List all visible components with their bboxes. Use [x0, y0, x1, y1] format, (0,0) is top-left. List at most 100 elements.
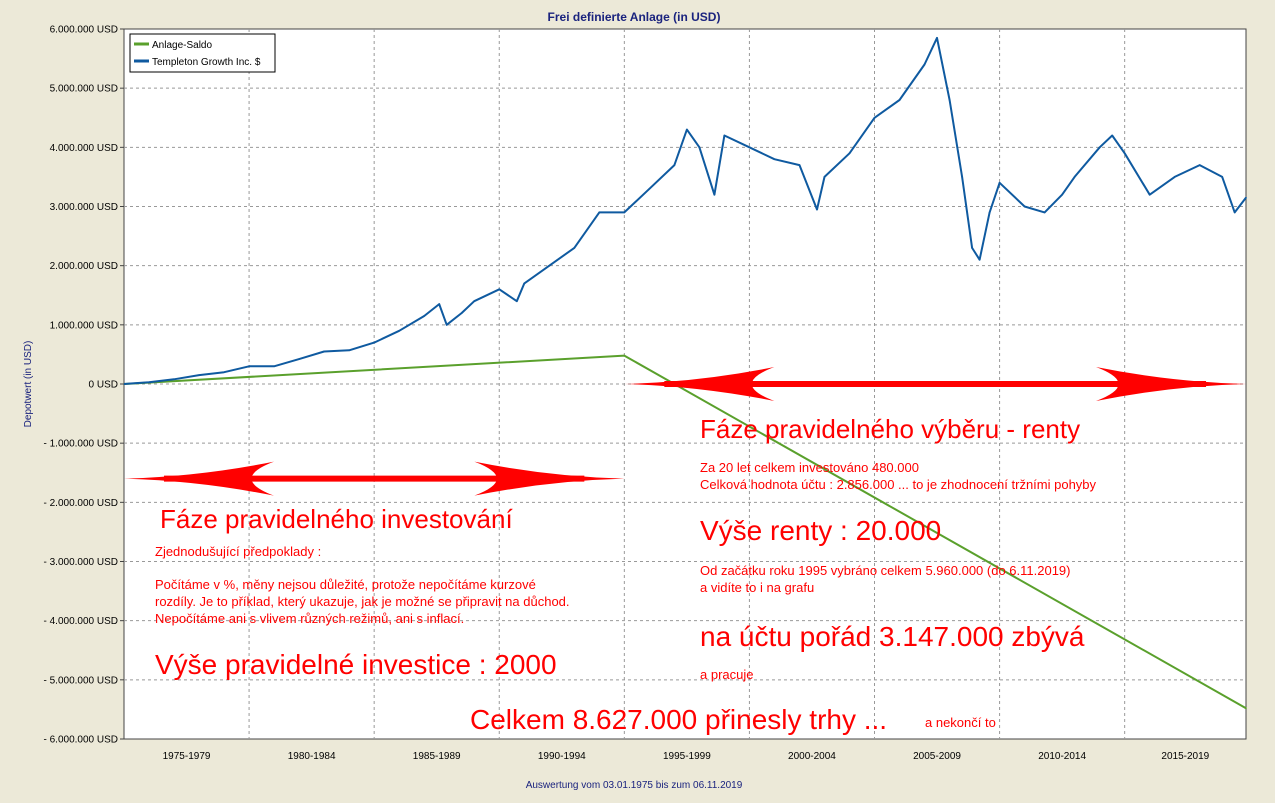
point-templeton	[873, 116, 876, 119]
point-templeton	[936, 37, 938, 39]
y-tick-label: 4.000.000 USD	[50, 143, 118, 154]
withdrawn-line-2: a vidíte to i na grafu	[700, 580, 815, 595]
point-templeton	[961, 176, 963, 178]
point-templeton	[798, 164, 801, 166]
y-tick-label: - 2.000.000 USD	[44, 498, 119, 509]
point-templeton	[1073, 176, 1076, 178]
x-tick-label: 2010-2014	[1038, 751, 1086, 762]
y-axis-label: Depotwert (in USD)	[23, 341, 34, 428]
invest-line-3: Nepočítáme ani s vlivem různých režimů, …	[155, 611, 465, 626]
invest-phase-heading: Fáze pravidelného investování	[160, 504, 513, 534]
point-templeton	[148, 381, 150, 384]
legend: Anlage-Saldo Templeton Growth Inc. $	[129, 33, 276, 73]
total-gain-suffix: a nekončí to	[925, 715, 996, 730]
x-tick-label: 2015-2019	[1161, 751, 1209, 762]
point-templeton	[523, 282, 526, 285]
x-tick-label: 2000-2004	[788, 751, 836, 762]
footer-text: Auswertung vom 03.01.1975 bis zum 06.11.…	[526, 780, 743, 791]
point-templeton	[423, 315, 426, 317]
works-note: a pracuje	[700, 667, 754, 682]
point-templeton	[573, 247, 576, 249]
point-templeton	[1148, 193, 1151, 196]
point-templeton	[923, 63, 926, 66]
x-tick-label: 1980-1984	[288, 751, 336, 762]
point-templeton	[1245, 196, 1247, 199]
point-templeton	[1098, 146, 1101, 149]
total-gain: Celkem 8.627.000 přinesly trhy ...	[470, 704, 888, 735]
invest-line-1: Počítáme v %, měny nejsou důležité, prot…	[155, 577, 536, 592]
x-tick-label: 1995-1999	[663, 751, 711, 762]
point-anlage-saldo	[1245, 707, 1247, 710]
point-templeton	[1233, 211, 1236, 214]
y-tick-label: - 4.000.000 USD	[44, 616, 119, 627]
withdraw-line-2: Celková hodnota účtu : 2.856.000 ... to …	[700, 477, 1097, 492]
point-templeton	[773, 158, 776, 160]
point-templeton	[498, 288, 501, 291]
point-templeton	[323, 350, 325, 353]
point-templeton	[971, 247, 973, 249]
point-templeton	[686, 128, 688, 131]
point-templeton	[273, 365, 275, 368]
legend-label-templeton: Templeton Growth Inc. $	[152, 57, 261, 68]
withdrawn-line-1: Od začátku roku 1995 vybráno celkem 5.96…	[700, 563, 1071, 578]
point-templeton	[438, 303, 441, 305]
point-templeton	[823, 176, 826, 178]
point-templeton	[978, 258, 981, 261]
point-templeton	[988, 211, 991, 214]
point-templeton	[723, 134, 726, 137]
point-templeton	[223, 371, 225, 373]
point-templeton	[898, 99, 901, 101]
arrow-invest-phase	[124, 461, 625, 496]
x-tick-label: 1975-1979	[163, 751, 211, 762]
point-templeton	[248, 365, 250, 368]
point-templeton	[1043, 211, 1046, 214]
point-templeton	[173, 378, 175, 381]
x-tick-label: 1990-1994	[538, 751, 586, 762]
x-tick-label: 2005-2009	[913, 751, 961, 762]
rent-amount: Výše renty : 20.000	[700, 515, 942, 546]
y-tick-label: 1.000.000 USD	[50, 320, 118, 331]
point-templeton	[673, 164, 676, 166]
invest-assumptions-title: Zjednodušující předpoklady :	[155, 544, 322, 559]
point-templeton	[548, 264, 551, 267]
point-templeton	[598, 211, 601, 214]
invest-amount: Výše pravidelné investice : 2000	[155, 649, 557, 680]
point-templeton	[1111, 134, 1113, 137]
point-templeton	[473, 300, 476, 302]
point-templeton	[1198, 164, 1201, 166]
point-templeton	[1173, 176, 1176, 178]
point-templeton	[848, 152, 851, 155]
point-templeton	[348, 349, 350, 352]
point-templeton	[1221, 176, 1224, 178]
point-templeton	[445, 324, 448, 326]
y-tick-label: 6.000.000 USD	[50, 25, 118, 36]
invest-line-2: rozdíly. Je to příklad, který ukazuje, j…	[155, 594, 570, 609]
point-templeton	[373, 341, 375, 344]
point-templeton	[460, 312, 463, 314]
point-templeton	[948, 99, 951, 101]
y-tick-label: 3.000.000 USD	[50, 202, 118, 213]
point-templeton	[748, 146, 751, 149]
legend-label-anlage-saldo: Anlage-Saldo	[152, 40, 212, 51]
point-templeton	[298, 358, 300, 360]
chart-title: Frei definierte Anlage (in USD)	[548, 10, 721, 24]
y-tick-label: 0 USD	[89, 380, 118, 391]
point-templeton	[515, 300, 518, 302]
point-templeton	[816, 208, 818, 211]
point-templeton	[1023, 205, 1026, 208]
remaining-balance: na účtu pořád 3.147.000 zbývá	[700, 621, 1085, 652]
point-anlage-saldo	[623, 354, 626, 357]
withdraw-phase-heading: Fáze pravidelného výběru - renty	[700, 414, 1081, 444]
point-templeton	[623, 211, 626, 214]
point-templeton	[1061, 193, 1063, 196]
y-tick-label: - 3.000.000 USD	[44, 557, 119, 568]
y-tick-label: 2.000.000 USD	[50, 261, 118, 272]
y-tick-label: - 1.000.000 USD	[44, 439, 119, 450]
y-tick-label: - 6.000.000 USD	[44, 735, 119, 746]
point-templeton	[398, 329, 400, 332]
point-templeton	[198, 374, 200, 376]
point-templeton	[713, 193, 716, 196]
y-tick-label: - 5.000.000 USD	[44, 675, 119, 686]
point-templeton	[648, 187, 651, 190]
y-tick-label: 5.000.000 USD	[50, 84, 118, 95]
